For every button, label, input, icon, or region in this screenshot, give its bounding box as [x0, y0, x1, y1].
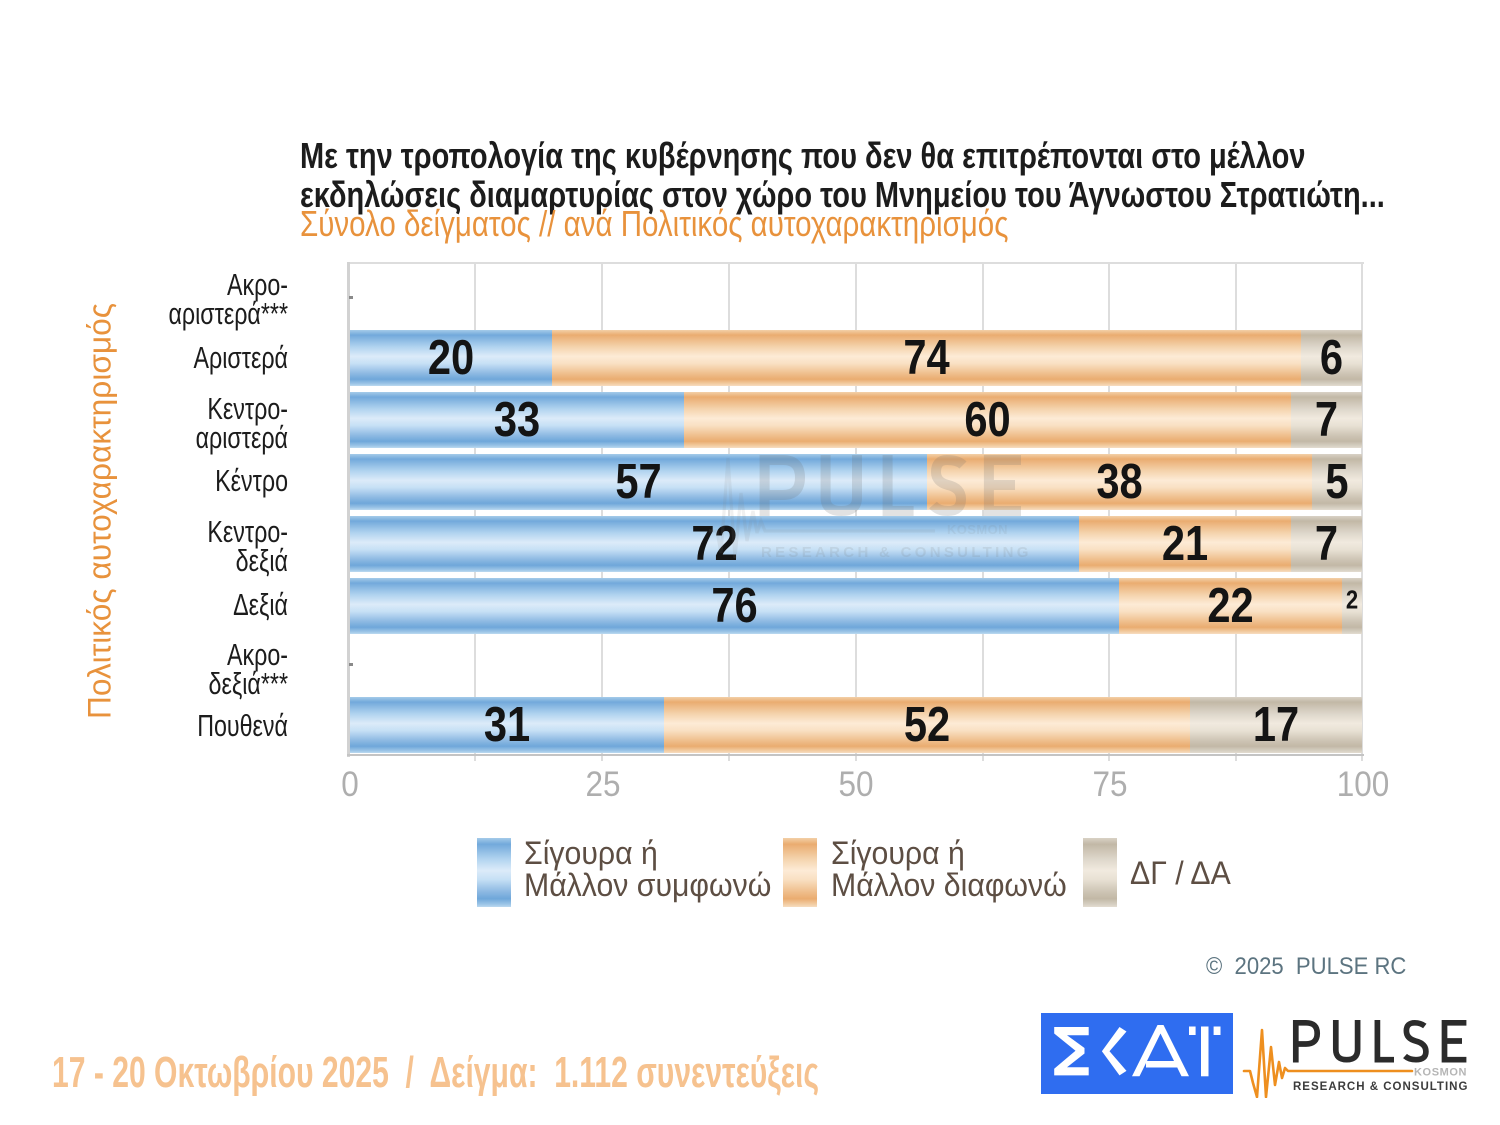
svg-text:RESEARCH & CONSULTING: RESEARCH & CONSULTING [1293, 1081, 1468, 1093]
svg-text:RESEARCH & CONSULTING: RESEARCH & CONSULTING [761, 544, 1032, 561]
svg-text:KOSMON: KOSMON [947, 522, 1008, 537]
svg-text:KOSMON: KOSMON [1414, 1067, 1467, 1079]
